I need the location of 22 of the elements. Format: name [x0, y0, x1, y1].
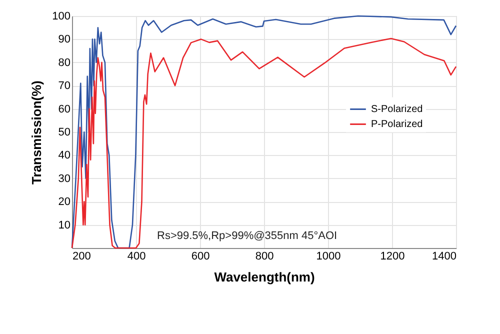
- legend-label: S-Polarized: [371, 104, 423, 116]
- x-axis-title: Wavelength(nm): [214, 270, 315, 284]
- x-tick-label: 200: [72, 250, 91, 262]
- annotation: Rs>99.5%,Rp>99%@355nm 45°AOI: [157, 230, 338, 242]
- y-tick-label: 40: [58, 150, 70, 162]
- y-tick-label: 80: [58, 56, 70, 69]
- y-tick-label: 30: [58, 172, 70, 185]
- legend-label: P-Polarized: [371, 119, 423, 130]
- x-tick-label: 1400: [432, 250, 456, 262]
- x-tick-label: 800: [255, 250, 274, 262]
- y-tick-label: 20: [58, 196, 70, 208]
- y-tick-label: 70: [58, 80, 70, 92]
- y-axis-title: Transmission(%): [29, 80, 44, 185]
- y-tick-label: 90: [58, 34, 70, 46]
- y-tick-label: 50: [58, 126, 70, 138]
- y-tick-label: 60: [58, 103, 70, 116]
- x-tick-label: 1000: [316, 250, 341, 262]
- x-tick-label: 400: [127, 250, 146, 262]
- y-tick-label: 10: [58, 219, 70, 232]
- x-tick-label: 1200: [380, 250, 405, 262]
- x-tick-label: 600: [191, 250, 210, 262]
- y-tick-label: 100: [52, 10, 70, 22]
